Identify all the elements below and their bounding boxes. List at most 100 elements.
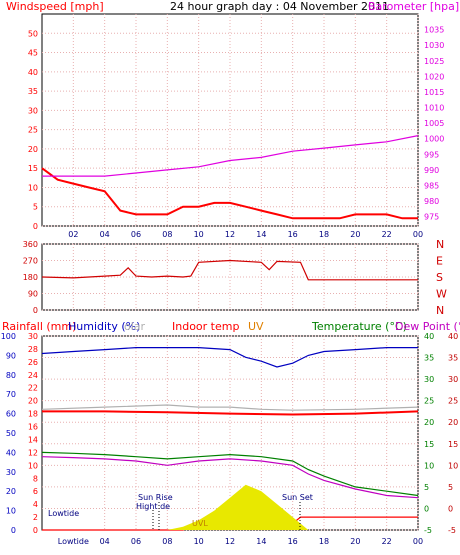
wind-x-tick: 22 bbox=[382, 230, 392, 239]
windspeed-line bbox=[41, 167, 418, 220]
dewpoint-line bbox=[41, 456, 419, 499]
temp-y-tick: 35 bbox=[424, 354, 434, 363]
baro-y-tick: 1035 bbox=[424, 26, 444, 35]
humidity-y-tick: 0 bbox=[11, 526, 16, 535]
wind-x-tick: 12 bbox=[225, 230, 235, 239]
wind-y-tick: 25 bbox=[28, 126, 38, 135]
baro-y-tick: 1000 bbox=[424, 135, 444, 144]
indoor-label: Indoor temp bbox=[172, 320, 239, 333]
wind-y-tick: 50 bbox=[28, 29, 38, 38]
wind-x-tick: 06 bbox=[131, 230, 141, 239]
baro-y-tick: 990 bbox=[424, 166, 439, 175]
hightide-annotation: Hight de bbox=[136, 502, 170, 511]
temp-y-tick: 20 bbox=[424, 418, 434, 427]
bottom-x-tick: 00 bbox=[413, 537, 423, 546]
bottom-x-tick: 04 bbox=[100, 537, 110, 546]
wind-direction-line bbox=[41, 259, 418, 281]
rain-y-tick: 2 bbox=[33, 513, 38, 522]
humidity-line bbox=[41, 347, 418, 368]
baro-y-tick: 1030 bbox=[424, 41, 444, 50]
indoor-temp-line bbox=[42, 410, 419, 416]
direction-y-tick: 360 bbox=[23, 240, 38, 249]
bottom-x-tick: Lowtide bbox=[58, 537, 89, 546]
wind-y-tick: 30 bbox=[28, 106, 38, 115]
direction-y-tick: 0 bbox=[33, 306, 38, 315]
dew-y-tick: -5 bbox=[448, 526, 456, 535]
baro-y-tick: 1025 bbox=[424, 57, 444, 66]
bottom-x-tick: 18 bbox=[319, 537, 329, 546]
wind-y-tick: 5 bbox=[33, 203, 38, 212]
humidity-y-tick: 30 bbox=[6, 468, 16, 477]
rain-y-tick: 10 bbox=[28, 461, 38, 470]
rain-y-tick: 6 bbox=[33, 487, 38, 496]
rain-y-tick: 22 bbox=[28, 384, 38, 393]
wind-y-tick: 35 bbox=[28, 87, 38, 96]
wind-x-tick: 02 bbox=[68, 230, 78, 239]
bottom-x-tick: 20 bbox=[350, 537, 360, 546]
uv-area bbox=[167, 484, 309, 530]
temp-y-tick: 40 bbox=[424, 332, 434, 341]
direction-compass-tick: W bbox=[436, 288, 447, 301]
dewpoint-label: Dew Point (°C) bbox=[395, 320, 460, 333]
direction-y-tick: 270 bbox=[23, 257, 38, 266]
wind-y-tick: 15 bbox=[28, 164, 38, 173]
bottom-x-tick: 22 bbox=[382, 537, 392, 546]
humidity-y-tick: 40 bbox=[6, 448, 16, 457]
wind-x-tick: 08 bbox=[162, 230, 172, 239]
wind-x-tick: 14 bbox=[256, 230, 266, 239]
wind-y-tick: 40 bbox=[28, 68, 38, 77]
direction-y-tick: 180 bbox=[23, 273, 38, 282]
wind-y-tick: 10 bbox=[28, 183, 38, 192]
humidity-y-tick: 90 bbox=[6, 351, 16, 360]
direction-compass-tick: N bbox=[436, 304, 444, 317]
humidity-label: Humidity (%) bbox=[68, 320, 140, 333]
direction-compass-tick: N bbox=[436, 238, 444, 251]
humidity-y-tick: 100 bbox=[1, 332, 16, 341]
bottom-x-tick: 08 bbox=[162, 537, 172, 546]
baro-y-tick: 1010 bbox=[424, 104, 444, 113]
rain-y-tick: 4 bbox=[33, 500, 38, 509]
temperature-label: Temperature (°C) bbox=[311, 320, 407, 333]
bottom-x-tick: 10 bbox=[194, 537, 204, 546]
dew-y-tick: 25 bbox=[448, 397, 458, 406]
wind-y-tick: 20 bbox=[28, 145, 38, 154]
dew-y-tick: 10 bbox=[448, 461, 458, 470]
dew-y-tick: 5 bbox=[448, 483, 453, 492]
bottom-x-tick: 06 bbox=[131, 537, 141, 546]
lowtide-annotation: Lowtide bbox=[48, 509, 79, 518]
rain-y-tick: 18 bbox=[28, 410, 38, 419]
wind-x-tick: 18 bbox=[319, 230, 329, 239]
wind-y-tick: 45 bbox=[28, 49, 38, 58]
bottom-x-tick: 14 bbox=[256, 537, 266, 546]
rain-y-tick: 30 bbox=[28, 332, 38, 341]
baro-y-tick: 985 bbox=[424, 181, 439, 190]
rain-y-tick: 16 bbox=[28, 423, 38, 432]
dew-y-tick: 35 bbox=[448, 354, 458, 363]
direction-compass-tick: E bbox=[436, 255, 443, 268]
rain-y-tick: 24 bbox=[28, 371, 38, 380]
wind-x-tick: 20 bbox=[350, 230, 360, 239]
dew-y-tick: 20 bbox=[448, 418, 458, 427]
chart-title: 24 hour graph day : 04 November 2011 bbox=[170, 0, 389, 13]
rain-y-tick: 20 bbox=[28, 397, 38, 406]
humidity-y-tick: 60 bbox=[6, 410, 16, 419]
rain-y-tick: 0 bbox=[33, 526, 38, 535]
temp-y-tick: 30 bbox=[424, 375, 434, 384]
wind-y-tick: 0 bbox=[33, 222, 38, 231]
temperature-line bbox=[41, 451, 419, 497]
wind-x-tick: 10 bbox=[194, 230, 204, 239]
uvl-annotation: UVL bbox=[192, 519, 208, 528]
barometer-line bbox=[42, 135, 419, 177]
temp-y-tick: 0 bbox=[424, 504, 429, 513]
rain-y-tick: 8 bbox=[33, 474, 38, 483]
direction-y-tick: 90 bbox=[28, 290, 38, 299]
dew-y-tick: 40 bbox=[448, 332, 458, 341]
temp-y-tick: 5 bbox=[424, 483, 429, 492]
wind-x-tick: 16 bbox=[288, 230, 298, 239]
bottom-x-tick: 12 bbox=[225, 537, 235, 546]
baro-y-tick: 1015 bbox=[424, 88, 444, 97]
dew-y-tick: 15 bbox=[448, 440, 458, 449]
sunset-annotation: Sun Set bbox=[282, 493, 313, 502]
windspeed-label: Windspeed [mph] bbox=[6, 0, 104, 13]
humidity-y-tick: 50 bbox=[6, 429, 16, 438]
